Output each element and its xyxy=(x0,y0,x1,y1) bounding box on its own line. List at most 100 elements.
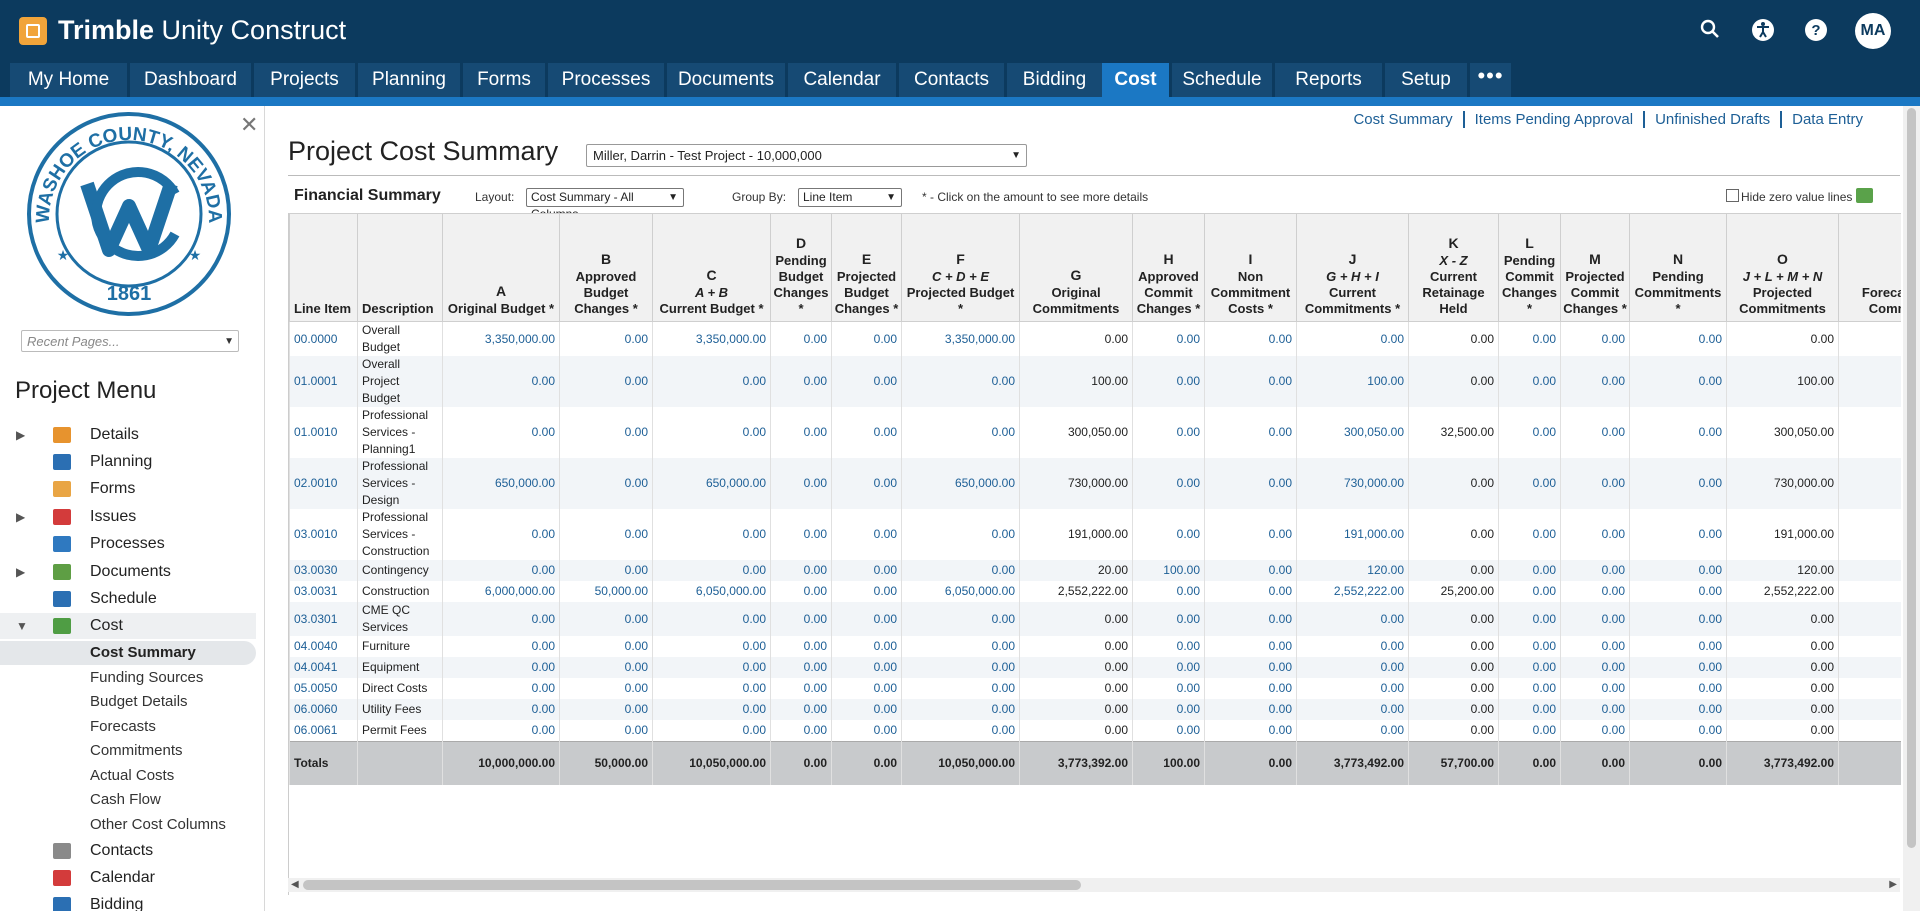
table-row[interactable]: 05.0050 Direct Costs 0.00 0.00 0.00 0.00 0.00 0… xyxy=(289,678,1901,699)
amount-link[interactable]: 0.00 xyxy=(1498,321,1561,356)
sub-item-cash-flow[interactable]: Cash Flow xyxy=(90,791,161,808)
line-item-link[interactable]: 02.0010 xyxy=(289,458,358,509)
amount-link[interactable]: 0.00 xyxy=(652,657,771,678)
amount-link[interactable]: 3,350,000.00 xyxy=(901,321,1020,356)
amount-link[interactable]: 0.00 xyxy=(770,636,832,657)
sub-item-cost-summary[interactable]: Cost Summary xyxy=(0,641,256,665)
amount-link[interactable]: 0.00 xyxy=(559,720,653,741)
table-row[interactable]: 00.0000 Overall Budget 3,350,000.00 0.00 3,3… xyxy=(289,321,1901,356)
line-item-link[interactable]: 03.0301 xyxy=(289,602,358,636)
line-item-link[interactable]: 03.0030 xyxy=(289,560,358,581)
amount-link[interactable]: 0.00 xyxy=(770,720,832,741)
amount-link[interactable]: 0.00 xyxy=(442,720,560,741)
menu-item-planning[interactable]: Planning xyxy=(0,449,256,475)
amount-link[interactable]: 0.00 xyxy=(1560,636,1630,657)
scroll-left-icon[interactable]: ◀ xyxy=(291,879,299,890)
amount-link[interactable]: 0.00 xyxy=(831,560,902,581)
amount-link[interactable]: 0.00 xyxy=(1498,720,1561,741)
amount-link[interactable]: 0.00 xyxy=(770,581,832,602)
amount-link[interactable]: 0.00 xyxy=(1204,560,1297,581)
column-header[interactable]: Line Item xyxy=(289,213,358,322)
amount-link[interactable]: 0.00 xyxy=(831,581,902,602)
amount-link[interactable]: 3,350,000.00 xyxy=(442,321,560,356)
amount-link[interactable]: 0.00 xyxy=(1204,720,1297,741)
line-item-link[interactable]: 00.0000 xyxy=(289,321,358,356)
amount-link[interactable]: 0.00 xyxy=(442,699,560,720)
amount-link[interactable]: 0.00 xyxy=(1132,581,1205,602)
amount-link[interactable]: 0.00 xyxy=(901,678,1020,699)
table-row[interactable]: 06.0060 Utility Fees 0.00 0.00 0.00 0.00 0.00 0… xyxy=(289,699,1901,720)
amount-link[interactable]: 0.00 xyxy=(1629,602,1727,636)
close-icon[interactable]: ✕ xyxy=(240,112,259,137)
tab-cost[interactable]: Cost xyxy=(1102,63,1169,97)
sub-item-funding-sources[interactable]: Funding Sources xyxy=(90,669,204,686)
chevron-right-icon[interactable]: ▶ xyxy=(16,510,26,524)
amount-link[interactable]: 0.00 xyxy=(652,509,771,560)
amount-link[interactable]: 650,000.00 xyxy=(901,458,1020,509)
tab-my-home[interactable]: My Home xyxy=(10,63,127,97)
amount-link[interactable]: 0.00 xyxy=(770,356,832,407)
amount-link[interactable]: 100.00 xyxy=(1296,356,1409,407)
amount-link[interactable]: 0.00 xyxy=(1498,407,1561,458)
amount-link[interactable]: 0.00 xyxy=(1296,657,1409,678)
amount-link[interactable]: 0.00 xyxy=(1498,509,1561,560)
trimble-logo-icon[interactable] xyxy=(19,17,47,45)
line-item-link[interactable]: 04.0041 xyxy=(289,657,358,678)
tab-planning[interactable]: Planning xyxy=(358,63,460,97)
tab-setup[interactable]: Setup xyxy=(1385,63,1467,97)
scroll-right-icon[interactable]: ▶ xyxy=(1889,879,1897,890)
menu-item-processes[interactable]: Processes xyxy=(0,531,256,557)
amount-link[interactable]: 0.00 xyxy=(901,602,1020,636)
amount-link[interactable]: 0.00 xyxy=(901,407,1020,458)
amount-link[interactable]: 0.00 xyxy=(831,657,902,678)
amount-link[interactable]: 0.00 xyxy=(1132,509,1205,560)
layout-select[interactable]: Cost Summary - All Columns▼ xyxy=(526,188,684,221)
more-tabs-button[interactable]: ••• xyxy=(1470,63,1511,97)
column-header[interactable]: E Projected Budget Changes * xyxy=(831,213,902,322)
project-select[interactable]: Miller, Darrin - Test Project - 10,000,0… xyxy=(586,144,1027,167)
amount-link[interactable]: 0.00 xyxy=(831,356,902,407)
amount-link[interactable]: 0.00 xyxy=(1498,636,1561,657)
tab-contacts[interactable]: Contacts xyxy=(899,63,1004,97)
tab-dashboard[interactable]: Dashboard xyxy=(130,63,251,97)
amount-link[interactable]: 0.00 xyxy=(1132,602,1205,636)
sub-item-other-cost-columns[interactable]: Other Cost Columns xyxy=(90,816,226,833)
amount-link[interactable]: 0.00 xyxy=(1560,356,1630,407)
amount-link[interactable]: 0.00 xyxy=(1204,581,1297,602)
amount-link[interactable]: 0.00 xyxy=(442,636,560,657)
amount-link[interactable]: 0.00 xyxy=(1629,458,1727,509)
amount-link[interactable]: 0.00 xyxy=(1560,407,1630,458)
column-header[interactable]: M Projected Commit Changes * xyxy=(1560,213,1630,322)
table-row[interactable]: 04.0040 Furniture 0.00 0.00 0.00 0.00 0.00 0.00… xyxy=(289,636,1901,657)
amount-link[interactable]: 0.00 xyxy=(1132,678,1205,699)
amount-link[interactable]: 0.00 xyxy=(831,720,902,741)
amount-link[interactable]: 0.00 xyxy=(901,509,1020,560)
amount-link[interactable]: 0.00 xyxy=(1629,657,1727,678)
table-row[interactable]: 06.0061 Permit Fees 0.00 0.00 0.00 0.00 0.00 0.… xyxy=(289,720,1901,741)
amount-link[interactable]: 0.00 xyxy=(442,657,560,678)
table-row[interactable]: 03.0010 Professional Services - Construct… xyxy=(289,509,1901,560)
amount-link[interactable]: 0.00 xyxy=(1560,657,1630,678)
amount-link[interactable]: 0.00 xyxy=(652,636,771,657)
amount-link[interactable]: 0.00 xyxy=(770,509,832,560)
amount-link[interactable]: 0.00 xyxy=(559,509,653,560)
amount-link[interactable]: 0.00 xyxy=(1629,407,1727,458)
tab-reports[interactable]: Reports xyxy=(1275,63,1382,97)
amount-link[interactable]: 0.00 xyxy=(559,458,653,509)
amount-link[interactable]: 0.00 xyxy=(1204,657,1297,678)
column-header[interactable]: B Approved Budget Changes * xyxy=(559,213,653,322)
search-icon[interactable] xyxy=(1697,18,1723,44)
amount-link[interactable]: 0.00 xyxy=(652,678,771,699)
amount-link[interactable]: 0.00 xyxy=(1560,699,1630,720)
amount-link[interactable]: 0.00 xyxy=(1629,699,1727,720)
link-cost-summary[interactable]: Cost Summary xyxy=(1353,111,1453,128)
amount-link[interactable]: 0.00 xyxy=(1204,321,1297,356)
table-row[interactable]: 01.0001 Overall Project Budget 0.00 0.00 0.0… xyxy=(289,356,1901,407)
amount-link[interactable]: 0.00 xyxy=(1204,699,1297,720)
tab-schedule[interactable]: Schedule xyxy=(1172,63,1272,97)
amount-link[interactable]: 730,000.00 xyxy=(1296,458,1409,509)
column-header[interactable]: I Non Commitment Costs * xyxy=(1204,213,1297,322)
amount-link[interactable]: 0.00 xyxy=(1629,581,1727,602)
menu-item-cost[interactable]: ▼ Cost xyxy=(0,613,256,639)
